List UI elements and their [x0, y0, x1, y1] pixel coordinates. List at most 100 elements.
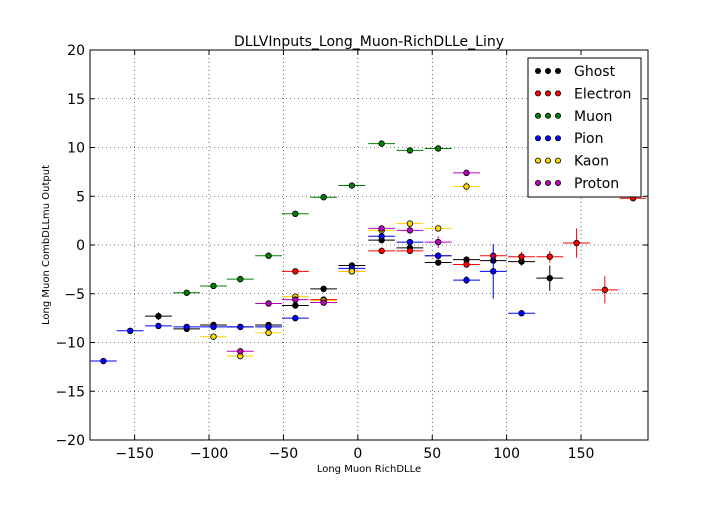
electron-data-point: [518, 253, 525, 260]
legend-marker: [555, 157, 562, 164]
muon-data-point: [292, 210, 299, 217]
legend-marker: [555, 90, 562, 97]
muon-data-point: [265, 252, 272, 259]
muon-data-point: [434, 145, 442, 152]
y-tick-label: 0: [76, 238, 85, 254]
series-kaon: [200, 181, 480, 360]
series-muon: [173, 140, 452, 296]
legend-item-pion: Pion: [535, 131, 603, 147]
proton-data-point: [292, 296, 299, 303]
pion-data-point: [126, 327, 134, 334]
proton-data-point: [237, 348, 244, 355]
legend-label: Ghost: [574, 64, 616, 80]
legend-marker: [535, 179, 542, 186]
muon-data-point: [348, 182, 356, 189]
ghost-data-point: [155, 312, 162, 320]
pion-data-point: [100, 357, 107, 365]
electron-data-point: [601, 286, 609, 294]
y-tick-label: 20: [67, 43, 85, 59]
legend-marker: [545, 112, 552, 119]
legend-label: Electron: [574, 86, 631, 102]
kaon-data-point: [348, 268, 356, 275]
kaon-data-point: [463, 183, 470, 190]
electron-data-point: [573, 239, 580, 247]
legend-box: [527, 57, 642, 198]
y-tick-label: 15: [67, 92, 85, 108]
x-tick-label: −100: [190, 446, 228, 462]
y-tick-labels: −20 −15 −10 −5 0 5 10 15 20: [55, 43, 85, 449]
legend-marker: [535, 135, 542, 142]
proton-data-point: [378, 225, 385, 232]
muon-data-point: [378, 140, 385, 147]
ghost-data-point: [292, 302, 299, 309]
ghost-data-point: [546, 274, 553, 282]
muon-data-point: [183, 289, 190, 296]
series-proton: [226, 169, 480, 355]
muon-data-point: [210, 282, 217, 290]
legend-item-kaon: Kaon: [535, 154, 609, 170]
x-tick-label: −50: [269, 446, 299, 462]
legend: Ghost Electron Muon Pion Kaon Proton: [527, 57, 642, 198]
legend-marker: [555, 135, 562, 142]
legend-marker: [535, 68, 542, 75]
proton-data-point: [434, 238, 442, 246]
x-tick-label: −150: [115, 446, 153, 462]
kaon-data-point: [406, 220, 414, 227]
ghost-data-point: [434, 259, 442, 266]
legend-marker: [555, 68, 562, 75]
y-tick-label: −20: [55, 433, 85, 449]
y-tick-label: −15: [55, 384, 85, 400]
pion-data-point: [463, 276, 470, 284]
kaon-data-point: [265, 329, 272, 336]
electron-data-point: [378, 247, 385, 255]
kaon-data-point: [434, 225, 442, 232]
legend-label: Proton: [574, 176, 619, 192]
x-tick-labels: −150 −100 −50 0 50 100 150: [115, 446, 594, 462]
pion-data-point: [490, 268, 497, 275]
legend-item-muon: Muon: [535, 109, 612, 125]
x-tick-label: 150: [568, 446, 595, 462]
muon-data-point: [237, 275, 244, 283]
pion-data-point: [265, 323, 272, 331]
legend-label: Kaon: [574, 154, 609, 170]
y-tick-label: −5: [64, 287, 85, 303]
proton-data-point: [265, 300, 272, 307]
plot-frame: [89, 49, 649, 441]
x-tick-label: 50: [423, 446, 441, 462]
legend-marker: [535, 90, 542, 97]
legend-marker: [545, 90, 552, 97]
pion-data-point: [292, 314, 299, 322]
pion-data-point: [155, 322, 162, 330]
y-tick-label: 10: [67, 141, 85, 157]
y-tick-label: 5: [76, 189, 85, 205]
electron-data-point: [292, 268, 299, 275]
legend-item-electron: Electron: [535, 86, 631, 102]
pion-data-point: [406, 238, 414, 246]
legend-marker: [555, 112, 562, 119]
pion-data-point: [434, 252, 442, 259]
pion-data-point: [518, 310, 525, 317]
pion-data-point: [237, 323, 244, 331]
muon-data-point: [406, 147, 414, 154]
proton-data-point: [320, 299, 327, 306]
legend-marker: [555, 179, 562, 186]
pion-data-point: [210, 323, 217, 331]
series-electron: [281, 194, 647, 304]
chart-title: DLLVInputs_Long_Muon-RichDLLe_Liny: [234, 34, 504, 50]
proton-data-point: [406, 227, 414, 234]
legend-marker: [545, 135, 552, 142]
electron-data-point: [406, 247, 414, 255]
electron-data-point: [546, 253, 553, 260]
x-tick-label: 100: [493, 446, 520, 462]
muon-data-point: [320, 194, 327, 201]
kaon-data-point: [210, 333, 217, 340]
legend-label: Pion: [574, 131, 603, 147]
data-points: [90, 140, 647, 365]
y-tick-label: −10: [55, 336, 85, 352]
legend-item-ghost: Ghost: [535, 64, 616, 80]
x-axis-title: Long Muon RichDLLe: [317, 464, 421, 475]
proton-data-point: [463, 169, 470, 177]
pion-data-point: [183, 323, 190, 331]
legend-marker: [535, 112, 542, 119]
